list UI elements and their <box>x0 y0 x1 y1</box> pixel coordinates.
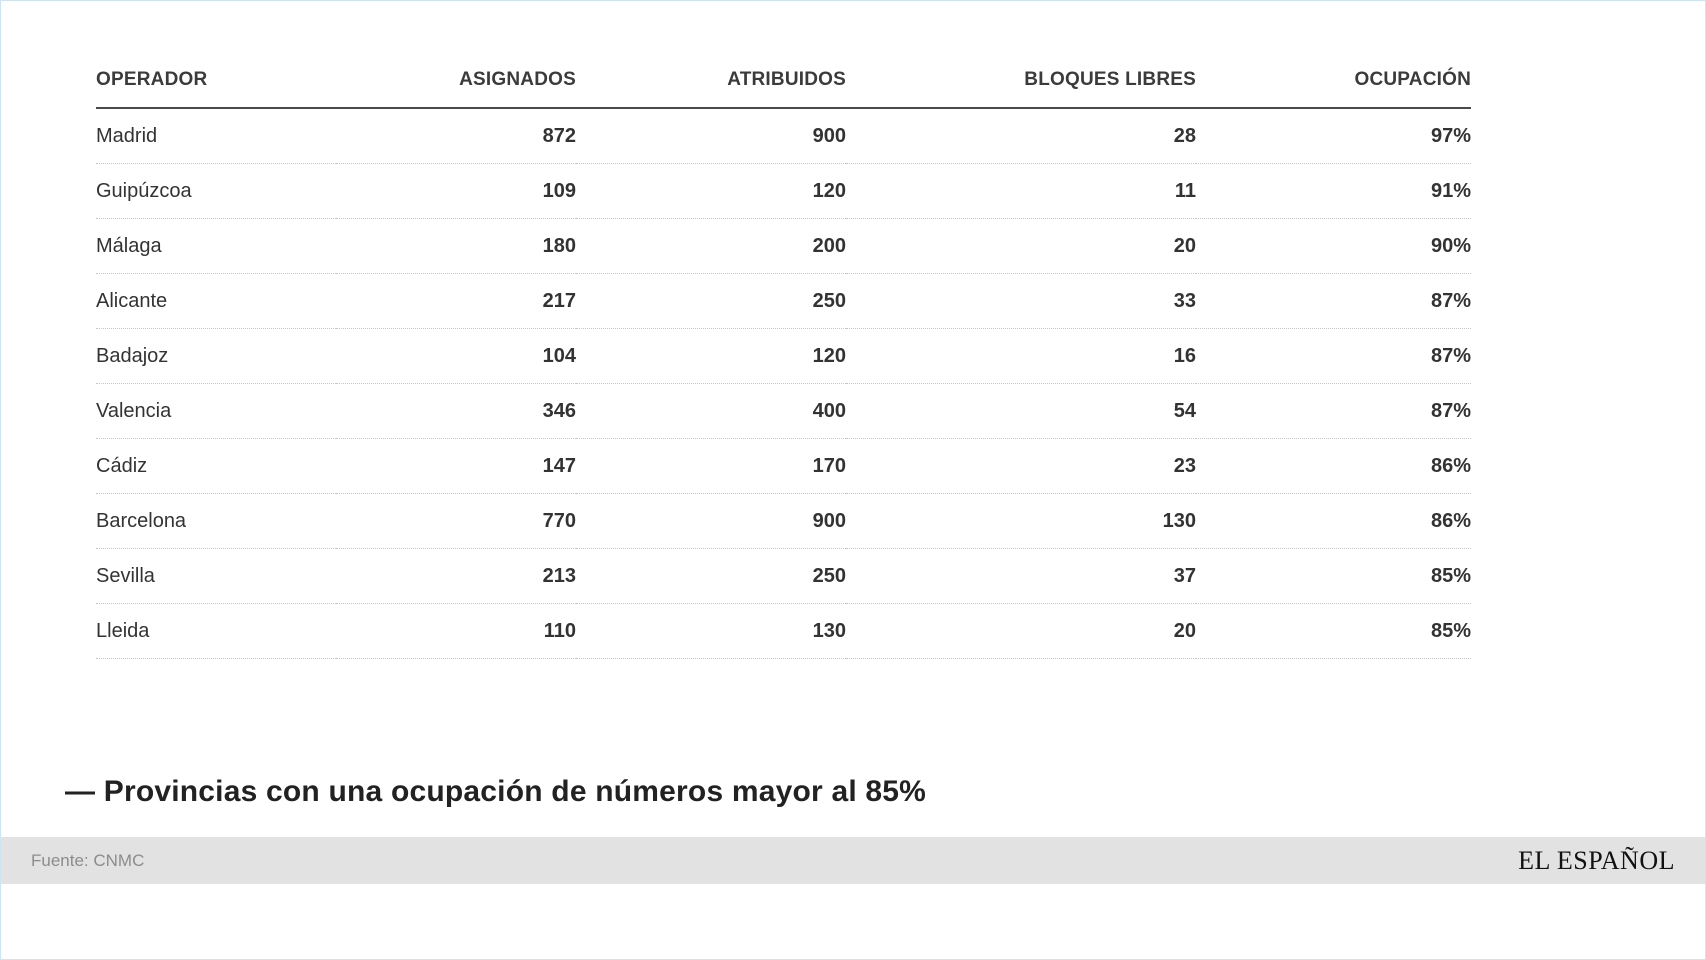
cell-value: 900 <box>812 125 846 147</box>
cell-value: 97% <box>1430 125 1471 147</box>
table-row: Madrid 872 900 28 97% <box>96 108 1471 164</box>
cell-operador: Cádiz <box>96 455 148 477</box>
cell-operador: Alicante <box>96 290 168 312</box>
cell-value: 346 <box>542 400 576 422</box>
source-credit: Fuente: CNMC <box>31 850 145 870</box>
cell-value: 170 <box>812 455 846 477</box>
table-row: Málaga 180 200 20 90% <box>96 219 1471 274</box>
cell-value: 130 <box>1162 510 1196 532</box>
cell-value: 85% <box>1430 620 1471 642</box>
cell-value: 180 <box>542 235 576 257</box>
cell-value: 54 <box>1173 400 1196 422</box>
cell-operador: Badajoz <box>96 345 169 367</box>
column-header: OPERADOR <box>96 69 208 90</box>
cell-operador: Sevilla <box>96 565 155 587</box>
publisher-logo: EL ESPAÑOL <box>1518 845 1675 875</box>
column-header: OCUPACIÓN <box>1354 69 1471 90</box>
cell-value: 16 <box>1173 345 1196 367</box>
cell-value: 23 <box>1173 455 1196 477</box>
cell-value: 90% <box>1430 235 1471 257</box>
cell-value: 87% <box>1430 400 1471 422</box>
cell-value: 110 <box>543 620 576 642</box>
table-row: Badajoz 104 120 16 87% <box>96 329 1471 384</box>
cell-value: 86% <box>1430 510 1471 532</box>
cell-value: 200 <box>812 235 846 257</box>
cell-value: 250 <box>812 290 846 312</box>
cell-value: 91% <box>1430 180 1471 202</box>
cell-value: 37 <box>1173 565 1196 587</box>
table-row: Valencia 346 400 54 87% <box>96 384 1471 439</box>
cell-value: 217 <box>542 290 576 312</box>
cell-value: 872 <box>542 125 576 147</box>
column-header: BLOQUES LIBRES <box>1024 69 1196 90</box>
cell-value: 147 <box>542 455 576 477</box>
cell-value: 11 <box>1174 180 1196 202</box>
cell-value: 86% <box>1430 455 1471 477</box>
cell-value: 250 <box>812 565 846 587</box>
cell-value: 120 <box>812 345 846 367</box>
cell-value: 85% <box>1430 565 1471 587</box>
cell-operador: Barcelona <box>96 510 187 532</box>
column-header: ASIGNADOS <box>459 69 576 90</box>
data-table: OPERADOR ASIGNADOS ATRIBUIDOS BLOQUES LIBRE… <box>96 69 1471 659</box>
table-row: Sevilla 213 250 37 85% <box>96 549 1471 604</box>
cell-value: 130 <box>812 620 846 642</box>
cell-operador: Valencia <box>96 400 172 422</box>
table-header-row: OPERADOR ASIGNADOS ATRIBUIDOS BLOQUES LIBRE… <box>96 69 1471 108</box>
cell-operador: Lleida <box>96 620 150 642</box>
cell-value: 20 <box>1173 620 1196 642</box>
cell-value: 104 <box>542 345 576 367</box>
table-row: Lleida 110 130 20 85% <box>96 604 1471 659</box>
cell-operador: Guipúzcoa <box>96 180 192 202</box>
table-row: Barcelona 770 900 130 86% <box>96 494 1471 549</box>
cell-value: 213 <box>542 565 576 587</box>
cell-value: 87% <box>1430 345 1471 367</box>
table-row: Guipúzcoa 109 120 11 91% <box>96 164 1471 219</box>
cell-value: 20 <box>1173 235 1196 257</box>
cell-value: 109 <box>542 180 576 202</box>
data-table-container: OPERADOR ASIGNADOS ATRIBUIDOS BLOQUES LIBRE… <box>96 69 1471 659</box>
table-row: Alicante 217 250 33 87% <box>96 274 1471 329</box>
cell-operador: Madrid <box>96 125 158 147</box>
footer-bar: Fuente: CNMC EL ESPAÑOL <box>1 837 1705 884</box>
cell-value: 87% <box>1430 290 1471 312</box>
cell-value: 770 <box>542 510 576 532</box>
cell-value: 400 <box>812 400 846 422</box>
cell-operador: Málaga <box>96 235 162 257</box>
table-row: Cádiz 147 170 23 86% <box>96 439 1471 494</box>
column-header: ATRIBUIDOS <box>727 69 846 90</box>
cell-value: 120 <box>812 180 846 202</box>
table-body: Madrid 872 900 28 97% Guipúzcoa 109 120 11 91% Mál… <box>96 108 1471 659</box>
cell-value: 28 <box>1173 125 1196 147</box>
chart-caption: — Provincias con una ocupación de número… <box>65 775 927 808</box>
table-head: OPERADOR ASIGNADOS ATRIBUIDOS BLOQUES LIBRE… <box>96 69 1471 108</box>
cell-value: 900 <box>812 510 846 532</box>
cell-value: 33 <box>1173 290 1196 312</box>
